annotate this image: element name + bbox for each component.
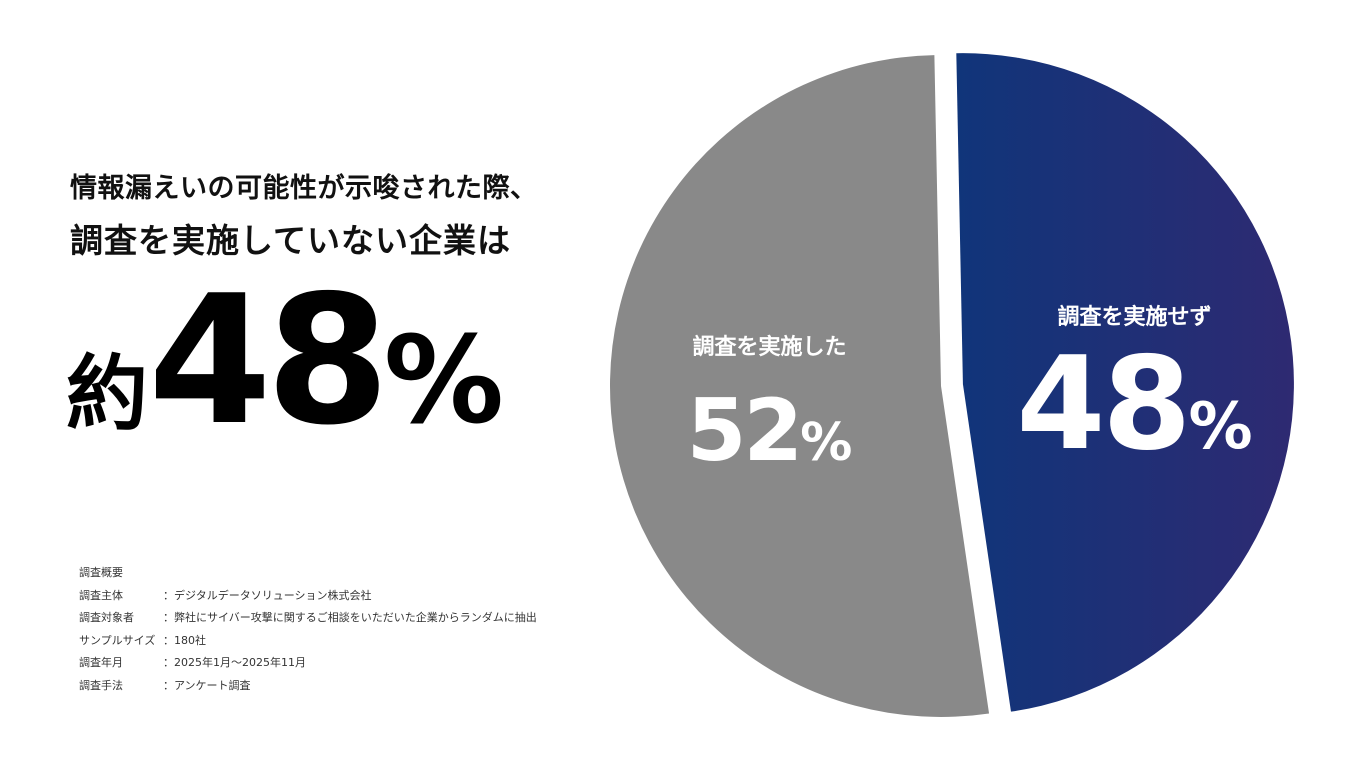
survey-title: 調査概要 xyxy=(79,566,123,579)
pie-slice-number: 48 xyxy=(1016,330,1188,479)
highlight-value: 48 xyxy=(148,257,390,464)
survey-value: ：デジタルデータソリューション株式会社 xyxy=(163,588,372,602)
survey-value: ：弊社にサイバー攻撃に関するご相談をいただいた企業からランダムに抽出 xyxy=(163,611,537,625)
survey-value: ：アンケート調査 xyxy=(163,678,251,692)
survey-row: 調査手法 ：アンケート調査 xyxy=(79,675,537,698)
pie-slice-investigated xyxy=(610,55,990,717)
survey-row: 調査対象者 ：弊社にサイバー攻撃に関するご相談をいただいた企業からランダムに抽出 xyxy=(79,607,537,630)
survey-value: ：180社 xyxy=(163,633,206,647)
survey-summary: 調査概要 調査主体 ：デジタルデータソリューション株式会社 調査対象者 ：弊社に… xyxy=(79,562,537,698)
pie-slice-value: 48% xyxy=(1016,330,1252,479)
survey-label: 調査年月 xyxy=(79,656,123,670)
survey-label: 調査主体 xyxy=(79,588,123,602)
survey-label: サンプルサイズ xyxy=(79,633,156,647)
pie-slice-value: 52% xyxy=(687,381,853,481)
pie-slice-label: 調査を実施した xyxy=(692,334,846,360)
survey-label: 調査手法 xyxy=(79,678,123,692)
pie-slice-not-investigated xyxy=(956,53,1294,712)
survey-row: 調査主体 ：デジタルデータソリューション株式会社 xyxy=(79,585,537,608)
pie-slice-unit: % xyxy=(1188,390,1252,464)
survey-row: 調査年月 ：2025年1月〜2025年11月 xyxy=(79,652,537,675)
survey-value: ：2025年1月〜2025年11月 xyxy=(163,656,306,670)
pie-slice-number: 52 xyxy=(687,381,801,481)
highlight-stat: 約48% xyxy=(66,272,504,472)
survey-label: 調査対象者 xyxy=(79,611,134,625)
highlight-unit: % xyxy=(383,312,504,451)
headline-line-2: 調査を実施していない企業は xyxy=(70,221,512,260)
pie-slice-label: 調査を実施せず xyxy=(1057,304,1211,330)
highlight-prefix: 約 xyxy=(66,347,149,442)
pie-slice-unit: % xyxy=(800,413,852,473)
survey-row: サンプルサイズ ：180社 xyxy=(79,630,537,653)
headline-line-1: 情報漏えいの可能性が示唆された際、 xyxy=(70,173,538,204)
